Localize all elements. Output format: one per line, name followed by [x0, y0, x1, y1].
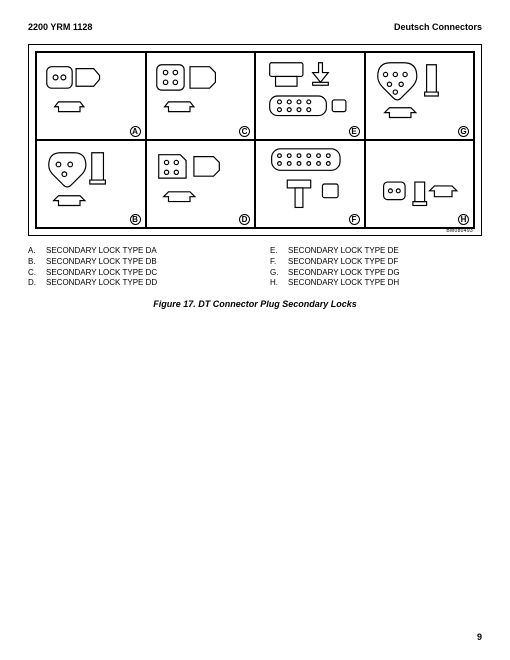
- legend-left-col: A. SECONDARY LOCK TYPE DA B. SECONDARY L…: [28, 246, 240, 289]
- legend-key: D.: [28, 278, 40, 289]
- legend-key: H.: [270, 278, 282, 289]
- cell-label: H: [458, 214, 469, 225]
- cell-label: A: [130, 126, 141, 137]
- cell-label: E: [349, 126, 360, 137]
- figure-grid: A: [35, 51, 475, 229]
- legend-text: SECONDARY LOCK TYPE DA: [46, 246, 157, 257]
- legend-text: SECONDARY LOCK TYPE DE: [288, 246, 399, 257]
- legend-text: SECONDARY LOCK TYPE DB: [46, 257, 157, 268]
- page: 2200 YRM 1128 Deutsch Connectors: [0, 0, 510, 309]
- legend-right-col: E. SECONDARY LOCK TYPE DE F. SECONDARY L…: [270, 246, 482, 289]
- legend-key: B.: [28, 257, 40, 268]
- legend-item: C. SECONDARY LOCK TYPE DC: [28, 268, 240, 279]
- legend-item: D. SECONDARY LOCK TYPE DD: [28, 278, 240, 289]
- connector-type-db-icon: [37, 141, 145, 227]
- connector-type-dh-icon: [366, 141, 474, 227]
- cell-c: C: [146, 52, 256, 140]
- legend-item: G. SECONDARY LOCK TYPE DG: [270, 268, 482, 279]
- legend-text: SECONDARY LOCK TYPE DD: [46, 278, 157, 289]
- cell-b: B: [36, 140, 146, 228]
- cell-label: G: [458, 126, 469, 137]
- legend-key: C.: [28, 268, 40, 279]
- legend-item: B. SECONDARY LOCK TYPE DB: [28, 257, 240, 268]
- cell-a: A: [36, 52, 146, 140]
- cell-h: H: [365, 140, 475, 228]
- legend-text: SECONDARY LOCK TYPE DF: [288, 257, 398, 268]
- page-header: 2200 YRM 1128 Deutsch Connectors: [28, 22, 482, 32]
- legend-item: A. SECONDARY LOCK TYPE DA: [28, 246, 240, 257]
- connector-type-dg-icon: [366, 53, 474, 139]
- connector-type-dc-icon: [147, 53, 255, 139]
- legend-item: E. SECONDARY LOCK TYPE DE: [270, 246, 482, 257]
- section-title: Deutsch Connectors: [394, 22, 482, 32]
- connector-type-da-icon: [37, 53, 145, 139]
- legend-item: H. SECONDARY LOCK TYPE DH: [270, 278, 482, 289]
- cell-label: D: [239, 214, 250, 225]
- legend-item: F. SECONDARY LOCK TYPE DF: [270, 257, 482, 268]
- doc-code: 2200 YRM 1128: [28, 22, 92, 32]
- cell-g: G: [365, 52, 475, 140]
- legend-text: SECONDARY LOCK TYPE DC: [46, 268, 157, 279]
- legend-key: G.: [270, 268, 282, 279]
- figure-ref-code: BM080493: [446, 228, 473, 234]
- legend-key: A.: [28, 246, 40, 257]
- legend-key: E.: [270, 246, 282, 257]
- connector-type-de-icon: [256, 53, 364, 139]
- legend-text: SECONDARY LOCK TYPE DH: [288, 278, 399, 289]
- legend-text: SECONDARY LOCK TYPE DG: [288, 268, 400, 279]
- page-number: 9: [477, 632, 482, 642]
- figure-frame: A: [28, 44, 482, 236]
- cell-f: F: [255, 140, 365, 228]
- connector-type-df-icon: [256, 141, 364, 227]
- legend: A. SECONDARY LOCK TYPE DA B. SECONDARY L…: [28, 246, 482, 289]
- cell-label: F: [349, 214, 360, 225]
- cell-e: E: [255, 52, 365, 140]
- cell-label: C: [239, 126, 250, 137]
- cell-d: D: [146, 140, 256, 228]
- connector-type-dd-icon: [147, 141, 255, 227]
- cell-label: B: [130, 214, 141, 225]
- legend-key: F.: [270, 257, 282, 268]
- figure-caption: Figure 17. DT Connector Plug Secondary L…: [28, 299, 482, 309]
